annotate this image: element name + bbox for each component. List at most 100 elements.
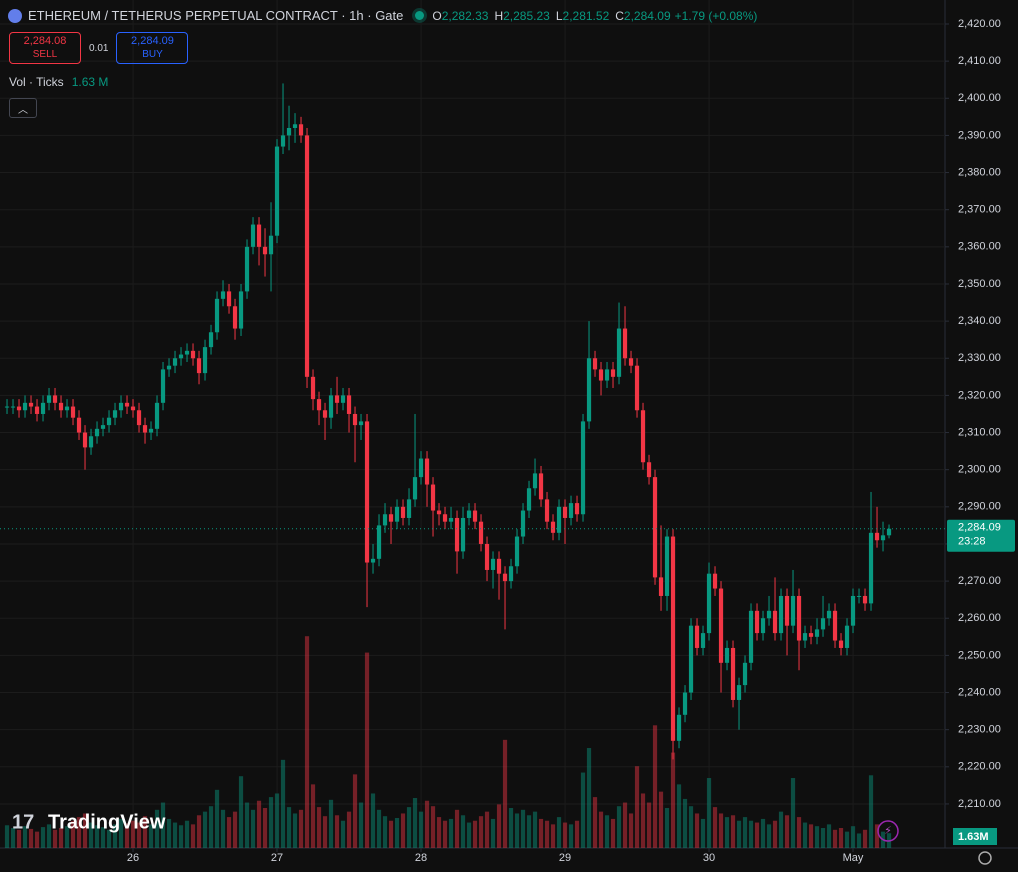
x-tick-label: 29	[559, 852, 571, 864]
candle-body	[214, 298, 220, 333]
volume-bar	[730, 815, 736, 848]
volume-bar	[376, 809, 382, 848]
candle-body	[76, 417, 82, 433]
candle-body	[832, 610, 838, 641]
candle-body	[358, 421, 364, 426]
candle-body	[748, 610, 754, 663]
candle-body	[766, 610, 772, 619]
volume-bar	[430, 806, 436, 848]
candle-body	[772, 610, 778, 634]
candle-body	[106, 417, 112, 426]
volume-bar	[826, 824, 832, 848]
volume-bar	[538, 818, 544, 848]
ohlc-key: C	[615, 8, 624, 23]
candle-body	[208, 332, 214, 348]
volume-bar	[460, 815, 466, 848]
volume-bar	[184, 820, 190, 848]
volume-bar	[238, 776, 244, 848]
spread: 0.01	[89, 42, 109, 54]
candle-body	[478, 521, 484, 544]
candle-body	[874, 532, 880, 541]
candle-body	[130, 406, 136, 411]
candle-body	[520, 510, 526, 537]
volume-bar	[856, 833, 862, 848]
title-row: ETHEREUM / TETHERUS PERPETUAL CONTRACT ·…	[8, 8, 757, 23]
candle-body	[412, 477, 418, 500]
volume-bar	[364, 652, 370, 848]
candle-body	[466, 510, 472, 518]
candle-body	[82, 432, 88, 448]
volume-bar	[322, 816, 328, 848]
candle-body	[346, 395, 352, 414]
candle-body	[880, 535, 886, 541]
last-price-label: 2,284.09	[958, 522, 1001, 534]
candle-body	[496, 558, 502, 574]
y-tick-label: 2,330.00	[958, 352, 1001, 364]
ohlc-value: 2,281.52	[562, 8, 610, 23]
volume-bar	[166, 818, 172, 848]
candle-body	[28, 402, 34, 407]
x-tick-label: May	[843, 852, 864, 864]
volume-bar	[574, 820, 580, 848]
candle-body	[568, 503, 574, 518]
volume-legend-name: Vol · Ticks	[9, 75, 64, 89]
volume-bar	[346, 811, 352, 848]
volume-bar	[292, 813, 298, 848]
candle-body	[544, 499, 550, 522]
volume-bar	[832, 829, 838, 848]
volume-bar	[556, 817, 562, 848]
ohlc-value: 2,284.09	[623, 8, 671, 23]
volume-bar	[568, 824, 574, 848]
volume-bar	[526, 815, 532, 848]
candle-body	[556, 506, 562, 533]
volume-bar	[4, 825, 10, 848]
buy-button[interactable]: 2,284.09 BUY	[116, 32, 189, 64]
candle-body	[262, 246, 268, 255]
y-tick-label: 2,400.00	[958, 92, 1001, 104]
candle-body	[592, 358, 598, 370]
volume-bar	[304, 636, 310, 848]
volume-bar	[700, 818, 706, 848]
volume-bar	[82, 813, 88, 848]
volume-bar	[760, 818, 766, 848]
y-tick-label: 2,300.00	[958, 464, 1001, 476]
volume-bar	[286, 807, 292, 848]
volume-bar	[46, 824, 52, 848]
candle-body	[652, 477, 658, 578]
volume-bar	[652, 725, 658, 848]
volume-bar	[586, 748, 592, 848]
sell-button[interactable]: 2,284.08 SELL	[9, 32, 81, 64]
volume-bar	[340, 820, 346, 848]
volume-bar	[802, 822, 808, 848]
candle-body	[634, 365, 640, 411]
volume-bar	[796, 817, 802, 848]
ohlc-key: O	[432, 8, 442, 23]
volume-bar	[868, 775, 874, 848]
candle-body	[190, 350, 196, 359]
lightning-button[interactable]	[877, 820, 899, 842]
volume-bar	[454, 809, 460, 848]
change: +1.79 (+0.08%)	[674, 8, 758, 23]
candle-body	[376, 525, 382, 559]
volume-bar	[718, 813, 724, 848]
candle-body	[862, 595, 868, 604]
volume-bar	[280, 759, 286, 848]
volume-bar	[226, 817, 232, 848]
volume-bar	[76, 817, 82, 848]
candle-body	[514, 536, 520, 567]
candle-body	[202, 347, 208, 374]
y-tick-label: 2,390.00	[958, 129, 1001, 141]
logo: 17 TradingView	[12, 811, 166, 833]
volume-bar	[94, 825, 100, 848]
buy-price: 2,284.09	[131, 35, 174, 47]
settings-button[interactable]	[978, 851, 992, 865]
candle-body	[160, 369, 166, 403]
volume-value-label: 1.63M	[958, 831, 989, 843]
candle-body	[154, 402, 160, 429]
collapse-button[interactable]: ︿	[9, 98, 37, 118]
buy-label: BUY	[142, 49, 163, 60]
volume-bar	[820, 828, 826, 848]
volume-bar	[580, 772, 586, 848]
sell-label: SELL	[32, 49, 58, 60]
volume-bar	[154, 809, 160, 848]
